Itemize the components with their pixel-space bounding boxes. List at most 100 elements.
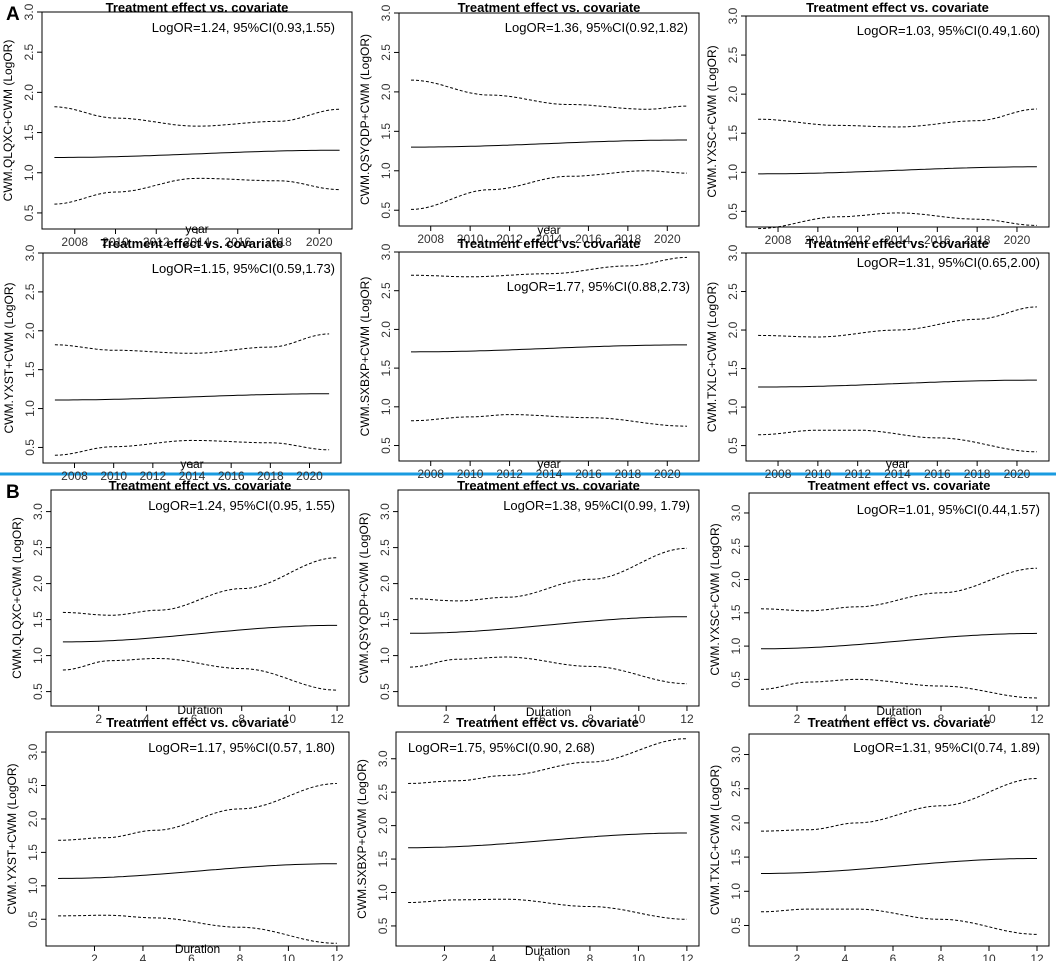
x-tick-label: 4 xyxy=(491,712,498,726)
ci-upper-line xyxy=(409,547,688,602)
y-tick-label: 2.5 xyxy=(378,539,392,556)
y-axis-label: CWM.YXSC+CWM (LogOR) xyxy=(708,523,722,675)
ci-upper-line xyxy=(58,783,337,841)
y-tick-label: 2.5 xyxy=(726,283,740,300)
y-tick-label: 3.0 xyxy=(729,504,743,521)
x-tick-label: 2 xyxy=(441,952,448,961)
x-tick-label: 8 xyxy=(237,952,244,961)
ci-upper-line xyxy=(54,333,330,354)
ci-lower-line xyxy=(411,414,688,427)
chart-6: Treatment effect vs. covariate LogOR=1.31… xyxy=(705,236,1050,481)
y-tick-label: 2.5 xyxy=(729,780,743,797)
x-tick-label: 2010 xyxy=(457,232,484,246)
logor-annotation: LogOR=1.75, 95%CI(0.90, 2.68) xyxy=(408,740,595,755)
x-tick-label: 2008 xyxy=(417,467,444,481)
y-tick-label: 2.0 xyxy=(729,571,743,588)
x-tick-label: 2018 xyxy=(964,233,991,247)
y-tick-label: 3.0 xyxy=(729,746,743,763)
x-tick-label: 2020 xyxy=(654,467,681,481)
y-tick-label: 2.5 xyxy=(376,784,390,801)
x-tick-label: 2012 xyxy=(844,467,871,481)
x-tick-label: 2 xyxy=(95,712,102,726)
x-tick-label: 4 xyxy=(842,712,849,726)
x-axis-label: Duration xyxy=(525,944,570,958)
x-tick-label: 10 xyxy=(283,712,297,726)
y-tick-label: 0.5 xyxy=(379,437,393,454)
x-tick-label: 2008 xyxy=(61,235,88,249)
x-tick-label: 2 xyxy=(443,712,450,726)
chart-11: Treatment effect vs. covariate LogOR=1.75… xyxy=(355,715,700,961)
x-tick-label: 2014 xyxy=(884,233,911,247)
y-tick-label: 1.5 xyxy=(729,848,743,865)
x-tick-label: 2008 xyxy=(765,467,792,481)
x-tick-label: 2008 xyxy=(61,469,88,483)
plot-frame xyxy=(745,15,1050,228)
chart-title: Treatment effect vs. covariate xyxy=(806,0,989,15)
chart-5: Treatment effect vs. covariate LogOR=1.77… xyxy=(358,236,700,481)
estimate-line xyxy=(54,393,330,401)
estimate-line xyxy=(411,344,687,353)
x-tick-label: 2020 xyxy=(1004,467,1031,481)
plot-frame xyxy=(50,489,350,707)
ci-upper-line xyxy=(760,567,1038,612)
x-tick-label: 2 xyxy=(794,952,801,961)
x-axis-label: Duration xyxy=(177,703,222,717)
x-tick-label: 2008 xyxy=(765,233,792,247)
y-tick-label: 1.5 xyxy=(23,361,37,378)
x-tick-label: 12 xyxy=(1030,952,1044,961)
logor-annotation: LogOR=1.31, 95%CI(0.74, 1.89) xyxy=(853,740,1040,755)
x-axis-label: year xyxy=(537,223,560,237)
y-tick-label: 1.0 xyxy=(23,400,37,417)
ci-lower-line xyxy=(760,678,1038,699)
y-tick-label: 1.0 xyxy=(31,647,45,664)
x-tick-label: 2014 xyxy=(536,232,563,246)
x-axis-label: Duration xyxy=(876,704,921,718)
x-tick-label: 2010 xyxy=(457,467,484,481)
y-tick-label: 1.5 xyxy=(31,611,45,628)
x-tick-label: 4 xyxy=(143,712,150,726)
chart-4: Treatment effect vs. covariate LogOR=1.15… xyxy=(2,236,342,483)
panel-label-a: A xyxy=(6,4,20,25)
ci-lower-line xyxy=(62,658,338,691)
chart-title: Treatment effect vs. covariate xyxy=(106,715,289,730)
x-tick-label: 2020 xyxy=(306,235,333,249)
ci-upper-line xyxy=(408,738,687,784)
chart-1: Treatment effect vs. covariate LogOR=1.24… xyxy=(1,0,353,249)
y-tick-label: 0.5 xyxy=(726,437,740,454)
x-tick-label: 12 xyxy=(1030,712,1044,726)
logor-annotation: LogOR=1.31, 95%CI(0.65,2.00) xyxy=(857,255,1040,270)
y-tick-label: 2.0 xyxy=(31,575,45,592)
logor-annotation: LogOR=1.24, 95%CI(0.95, 1.55) xyxy=(148,498,335,513)
x-tick-label: 2012 xyxy=(844,233,871,247)
y-tick-label: 1.5 xyxy=(378,611,392,628)
ci-upper-line xyxy=(758,108,1037,128)
chart-12: Treatment effect vs. covariate LogOR=1.31… xyxy=(708,715,1050,961)
x-tick-label: 12 xyxy=(330,952,344,961)
ci-upper-line xyxy=(62,557,338,616)
x-tick-label: 2020 xyxy=(296,469,323,483)
y-tick-label: 1.0 xyxy=(729,883,743,900)
x-tick-label: 6 xyxy=(890,712,897,726)
y-tick-label: 3.0 xyxy=(726,7,740,24)
y-tick-label: 3.0 xyxy=(26,743,40,760)
plot-frame xyxy=(748,733,1050,947)
y-tick-label: 1.5 xyxy=(26,844,40,861)
ci-lower-line xyxy=(758,212,1037,230)
ci-lower-line xyxy=(758,429,1037,453)
x-tick-label: 2016 xyxy=(575,467,602,481)
logor-annotation: LogOR=1.03, 95%CI(0.49,1.60) xyxy=(857,23,1040,38)
y-axis-label: CWM.TXLC+CWM (LogOR) xyxy=(708,765,722,915)
chart-title: Treatment effect vs. covariate xyxy=(808,478,991,493)
estimate-line xyxy=(54,149,340,158)
plot-frame xyxy=(397,489,700,707)
estimate-line xyxy=(410,616,687,634)
x-tick-label: 2010 xyxy=(102,235,129,249)
y-tick-label: 0.5 xyxy=(26,911,40,928)
y-tick-label: 1.0 xyxy=(378,647,392,664)
ci-lower-line xyxy=(408,898,687,920)
y-tick-label: 1.0 xyxy=(376,884,390,901)
estimate-line xyxy=(408,832,687,849)
chart-title: Treatment effect vs. covariate xyxy=(458,0,641,15)
x-tick-label: 2010 xyxy=(100,469,127,483)
x-tick-label: 6 xyxy=(191,712,198,726)
